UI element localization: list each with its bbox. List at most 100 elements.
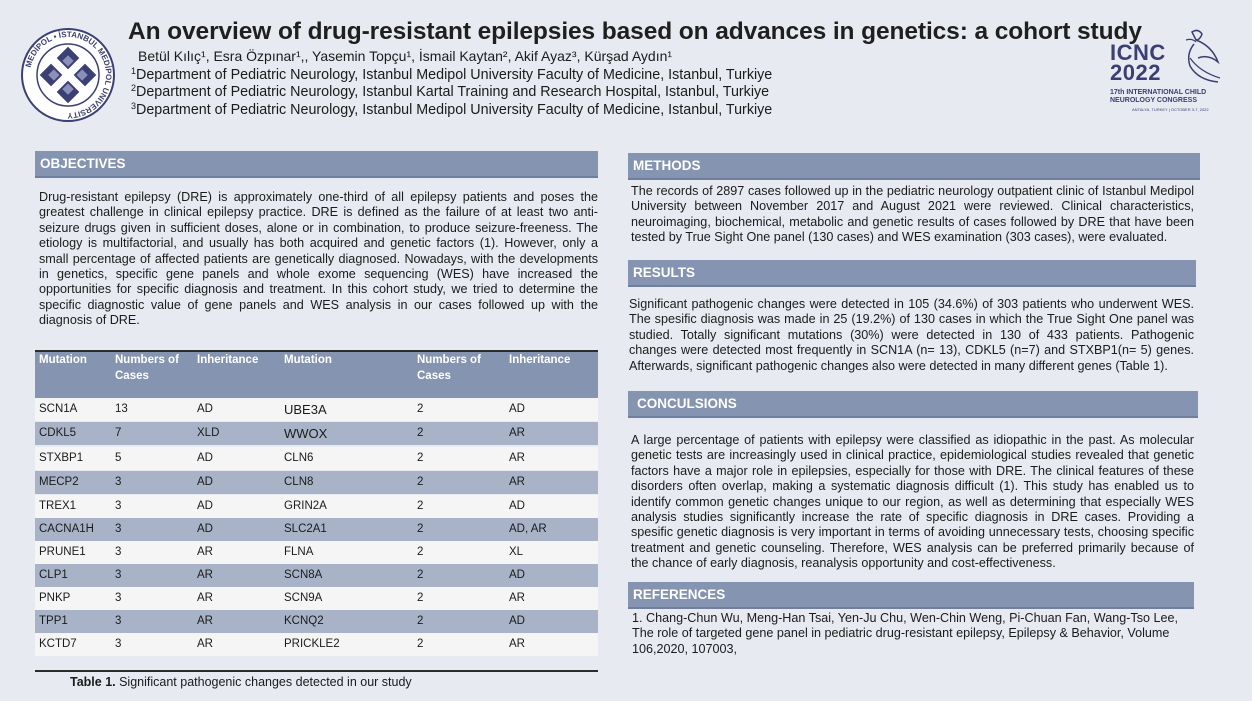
- table-cell: 3: [115, 569, 122, 581]
- methods-text: The records of 2897 cases followed up in…: [631, 184, 1194, 245]
- table-cell: CLN8: [284, 476, 314, 488]
- table-cell: PRUNE1: [39, 546, 86, 558]
- table-cell: AR: [509, 452, 525, 464]
- table-row: CACNA1H 3 AD SLC2A1 2 AD, AR: [35, 518, 598, 541]
- congress-logo: ICNC 2022 17th INTERNATIONAL CHILD NEURO…: [1110, 28, 1225, 116]
- table-cell: GRIN2A: [284, 500, 327, 512]
- table-cell: AR: [509, 592, 525, 604]
- table-row: TREX1 3 AD GRIN2A 2 AD: [35, 495, 598, 518]
- congress-location: ANTALYA, TURKEY | OCTOBER 3-7, 2022: [1132, 107, 1209, 112]
- whirling-dervish-icon: [1185, 29, 1221, 83]
- table-cell: MECP2: [39, 476, 79, 488]
- table-header-cell: Mutation: [39, 354, 87, 366]
- affiliation-2-text: Department of Pediatric Neurology, Istan…: [136, 84, 770, 100]
- table-cell: 5: [115, 452, 122, 464]
- affiliation-3-text: Department of Pediatric Neurology, Istan…: [136, 102, 773, 118]
- medipol-seal-icon: MEDİPOL • İSTANBUL MEDİPOL UNIVERSITY: [21, 28, 115, 122]
- affiliation-3-number: 3: [131, 101, 137, 111]
- table-cell: AR: [509, 638, 525, 650]
- references-text: 1. Chang-Chun Wu, Meng-Han Tsai, Yen-Ju …: [632, 611, 1179, 656]
- table-cell: CDKL5: [39, 427, 77, 439]
- table-cell: STXBP1: [39, 452, 84, 464]
- table-cell: FLNA: [284, 546, 314, 558]
- conclusions-text: A large percentage of patients with epil…: [631, 433, 1194, 571]
- affiliation-3: 3Department of Pediatric Neurology, Ista…: [131, 101, 773, 119]
- affiliation-2: 2Department of Pediatric Neurology, Ista…: [131, 83, 770, 101]
- table-row: PRUNE1 3 AR FLNA 2 XL: [35, 541, 598, 564]
- table-cell: AD, AR: [509, 523, 547, 535]
- methods-heading: METHODS: [628, 153, 1200, 180]
- university-logo: MEDİPOL • İSTANBUL MEDİPOL UNIVERSITY: [20, 27, 116, 123]
- table-header-row: Mutation Numbers of Cases Inheritance Mu…: [35, 352, 598, 398]
- table-cell: 2: [417, 452, 424, 464]
- table-cell: SLC2A1: [284, 523, 327, 535]
- table-cell: PRICKLE2: [284, 638, 340, 650]
- table-cell: 2: [417, 638, 424, 650]
- congress-subtitle-line1: 17th INTERNATIONAL CHILD: [1110, 89, 1207, 96]
- table-cell: AD: [197, 476, 213, 488]
- table-header-cell: Inheritance: [509, 354, 571, 366]
- table-row: TPP1 3 AR KCNQ2 2 AD: [35, 610, 598, 633]
- affiliation-2-number: 2: [131, 83, 137, 93]
- table-cell: KCTD7: [39, 638, 77, 650]
- table-cell: 2: [417, 476, 424, 488]
- table-cell: PNKP: [39, 592, 71, 604]
- table-cell: AD: [509, 500, 525, 512]
- table-cell: UBE3A: [284, 402, 327, 417]
- table-cell: 7: [115, 427, 122, 439]
- table-cell: 2: [417, 592, 424, 604]
- table-caption-label: Table 1.: [70, 675, 116, 689]
- table-cell: 2: [417, 500, 424, 512]
- table-cell: AR: [197, 592, 213, 604]
- table-cell: AR: [509, 427, 525, 439]
- table-cell: AR: [197, 638, 213, 650]
- table-row: PNKP 3 AR SCN9A 2 AR: [35, 587, 598, 610]
- table-cell: AR: [197, 569, 213, 581]
- table-cell: 2: [417, 569, 424, 581]
- table-cell: 3: [115, 523, 122, 535]
- table-cell: CLP1: [39, 569, 68, 581]
- table-cell: CLN6: [284, 452, 314, 464]
- affiliation-1: 1Department of Pediatric Neurology, Ista…: [131, 66, 773, 84]
- table-row: CDKL5 7 XLD WWOX 2 AR: [35, 422, 598, 445]
- table-cell: AD: [197, 523, 213, 535]
- objectives-heading: OBJECTIVES: [35, 151, 598, 178]
- table-cell: 3: [115, 638, 122, 650]
- table-header-cell: Mutation: [284, 354, 332, 366]
- table-bottom-rule: [35, 670, 598, 672]
- table-cell: XLD: [197, 427, 220, 439]
- poster-title: An overview of drug-resistant epilepsies…: [128, 18, 1142, 45]
- table-caption-text: Significant pathogenic changes detected …: [115, 675, 412, 689]
- table-row: CLP1 3 AR SCN8A 2 AD: [35, 564, 598, 587]
- affiliation-1-number: 1: [131, 66, 137, 76]
- affiliation-1-text: Department of Pediatric Neurology, Istan…: [136, 67, 773, 83]
- table-cell: TREX1: [39, 500, 77, 512]
- table-cell: AD: [509, 569, 525, 581]
- conclusions-heading: CONCULSIONS: [628, 391, 1198, 418]
- table-row: SCN1A 13 AD UBE3A 2 AD: [35, 398, 598, 421]
- table-cell: 13: [115, 403, 128, 415]
- table-header-cell: Numbers of Cases: [115, 354, 179, 382]
- table-cell: XL: [509, 546, 524, 558]
- table-cell: AR: [509, 476, 525, 488]
- table-cell: AR: [197, 615, 213, 627]
- table-header-cell: Inheritance: [197, 354, 259, 366]
- congress-subtitle-line2: NEUROLOGY CONGRESS: [1110, 97, 1197, 104]
- table-cell: KCNQ2: [284, 615, 324, 627]
- table-cell: SCN9A: [284, 592, 323, 604]
- table-cell: AD: [509, 403, 525, 415]
- table-cell: WWOX: [284, 426, 328, 441]
- table-row: STXBP1 5 AD CLN6 2 AR: [35, 447, 598, 470]
- references-heading: REFERENCES: [628, 582, 1194, 609]
- table-header-cell: Numbers of Cases: [417, 354, 481, 382]
- table-cell: AD: [509, 615, 525, 627]
- table-cell: 3: [115, 592, 122, 604]
- table-cell: 2: [417, 403, 424, 415]
- table-row: KCTD7 3 AR PRICKLE2 2 AR: [35, 633, 598, 656]
- table-cell: SCN8A: [284, 569, 323, 581]
- results-heading: RESULTS: [628, 260, 1196, 287]
- table-cell: 3: [115, 500, 122, 512]
- table-cell: SCN1A: [39, 403, 78, 415]
- table-cell: 2: [417, 615, 424, 627]
- table-cell: AR: [197, 546, 213, 558]
